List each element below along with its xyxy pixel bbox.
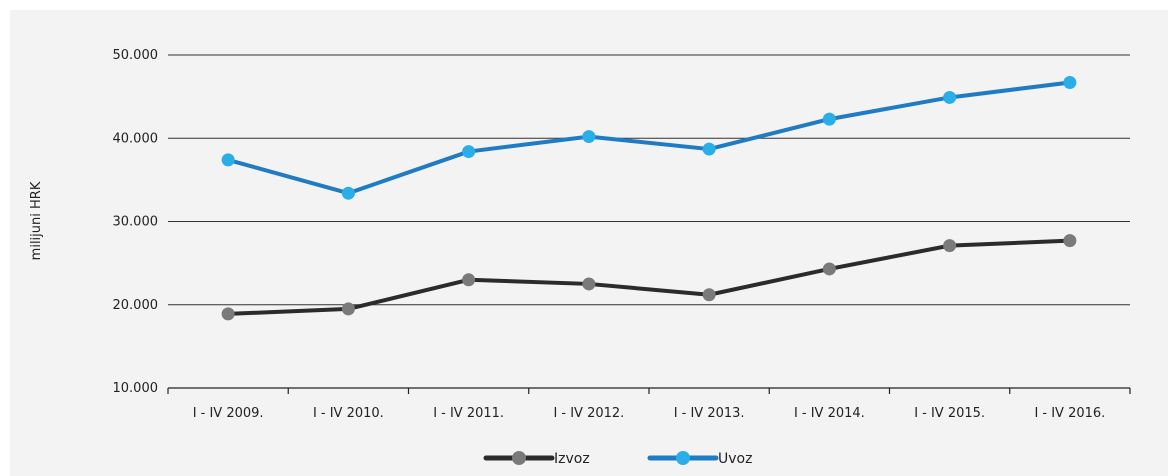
- x-tick-label: I - IV 2010.: [313, 406, 384, 421]
- legend-swatch-marker: [512, 451, 526, 465]
- gridlines: [168, 54, 1130, 306]
- data-point-uvoz: [582, 130, 596, 144]
- x-tick-labels: I - IV 2009. I - IV 2010. I - IV 2011. I - …: [193, 406, 1106, 421]
- y-tick-labels: 10.000 20.000 30.000 40.000 50.000: [113, 48, 159, 396]
- legend-item-uvoz: Uvoz: [647, 451, 752, 467]
- x-tick-label: I - IV 2015.: [914, 406, 985, 421]
- data-point-uvoz: [702, 142, 716, 156]
- x-tick-label: I - IV 2016.: [1034, 406, 1105, 421]
- x-tick-label: I - IV 2012.: [553, 406, 624, 421]
- data-point-izvoz: [1063, 234, 1077, 248]
- data-point-izvoz: [943, 239, 957, 253]
- data-point-uvoz: [822, 112, 836, 126]
- x-axis: [167, 387, 1131, 394]
- series-uvoz: [221, 75, 1077, 200]
- y-axis-label: milijuni HRK: [29, 181, 44, 260]
- data-point-uvoz: [462, 145, 476, 159]
- y-tick-label: 40.000: [113, 131, 159, 146]
- x-tick-label: I - IV 2014.: [794, 406, 865, 421]
- data-point-uvoz: [221, 153, 235, 167]
- data-point-izvoz: [221, 307, 235, 321]
- x-tick-label: I - IV 2009.: [193, 406, 264, 421]
- legend-label: Izvoz: [554, 451, 590, 467]
- data-point-uvoz: [341, 186, 355, 200]
- data-point-izvoz: [702, 288, 716, 302]
- y-tick-label: 20.000: [113, 298, 159, 313]
- legend-label: Uvoz: [718, 451, 752, 467]
- data-point-uvoz: [1063, 75, 1077, 89]
- series: [221, 75, 1077, 321]
- y-tick-label: 50.000: [113, 48, 159, 63]
- legend-swatch-marker: [676, 451, 690, 465]
- data-point-izvoz: [822, 262, 836, 276]
- data-point-izvoz: [462, 273, 476, 287]
- data-point-uvoz: [943, 90, 957, 104]
- data-point-izvoz: [582, 277, 596, 291]
- y-tick-label: 30.000: [113, 215, 159, 230]
- legend: Izvoz Uvoz: [483, 451, 752, 467]
- series-line-uvoz: [227, 80, 1071, 196]
- series-line-izvoz: [228, 238, 1070, 316]
- data-point-izvoz: [341, 302, 355, 316]
- x-tick-label: I - IV 2011.: [433, 406, 504, 421]
- y-tick-label: 10.000: [113, 381, 159, 396]
- series-izvoz: [221, 234, 1077, 321]
- x-tick-label: I - IV 2013.: [674, 406, 745, 421]
- legend-item-izvoz: Izvoz: [483, 451, 590, 467]
